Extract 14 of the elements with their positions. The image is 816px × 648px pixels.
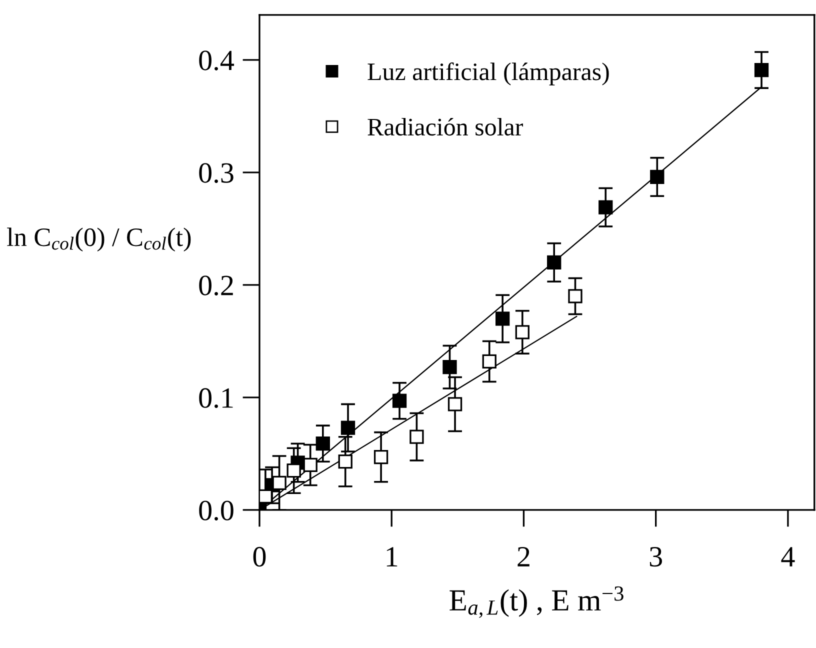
y-tick-label: 0.4 <box>199 50 234 70</box>
y-axis-title: ln C$_{col}$(0) / C$_{col}$(t) <box>7 228 191 252</box>
y-tick-label: 0.3 <box>199 163 234 183</box>
x-axis-title: E$_{a,L}$(t) , E m$^{−3}$ <box>450 586 624 618</box>
y-tick-label: 0.0 <box>199 500 234 521</box>
legend-label: Radiación solar <box>368 118 523 136</box>
x-tick-label: 4 <box>781 547 795 566</box>
y-tick-label: 0.2 <box>199 276 233 296</box>
x-tick-label: 2 <box>518 547 530 566</box>
x-tick-label: 0 <box>253 546 266 567</box>
x-tick-label: 3 <box>650 547 662 567</box>
legend-label: Luz artificial (lámparas) <box>368 62 609 86</box>
y-tick-label: 0.1 <box>199 388 233 408</box>
x-tick-label: 1 <box>386 547 398 566</box>
